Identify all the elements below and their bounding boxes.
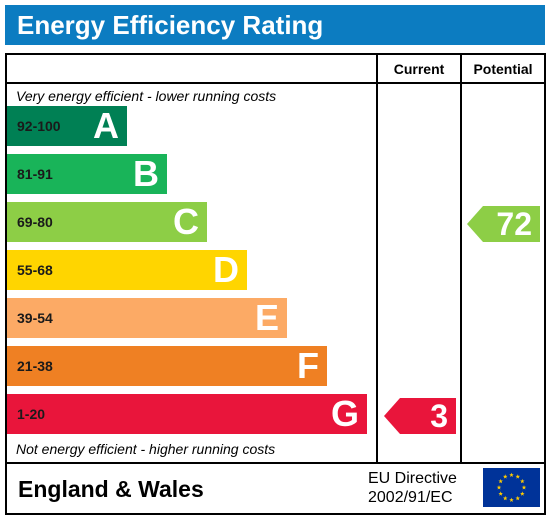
band-range-label: 21-38 <box>17 358 53 374</box>
note-not-efficient: Not energy efficient - higher running co… <box>16 441 276 457</box>
band-range-label: 81-91 <box>17 166 53 182</box>
eu-star-icon <box>498 478 503 484</box>
eu-star-icon <box>498 491 503 496</box>
header-bar: Energy Efficiency Rating <box>5 5 545 45</box>
note-very-efficient: Very energy efficient - lower running co… <box>16 88 277 104</box>
rating-band-b: 81-91 B <box>7 154 167 194</box>
band-letter-label: D <box>213 249 239 290</box>
current-rating-indicator-shape <box>384 398 456 434</box>
band-range-label: 69-80 <box>17 214 53 230</box>
eu-star-icon <box>520 478 525 484</box>
current-rating-indicator: 3 <box>384 398 456 434</box>
column-header-potential: Potential <box>473 61 533 77</box>
column-header-current: Current <box>393 61 445 77</box>
potential-rating-indicator-value: 72 <box>496 206 532 242</box>
eu-star-icon <box>509 472 514 477</box>
rating-band-e: 39-54 E <box>7 298 287 338</box>
rating-band-a: 92-100 A <box>7 106 127 146</box>
eu-star-icon <box>520 491 525 496</box>
potential-rating-indicator: 72 <box>467 206 540 242</box>
eu-star-icon <box>496 485 502 490</box>
band-letter-label: E <box>254 297 279 338</box>
eu-star-icon <box>515 495 521 501</box>
eu-star-icon <box>509 497 514 502</box>
eu-star-icon <box>502 474 508 479</box>
footer-directive-line1: EU Directive <box>368 470 457 487</box>
potential-rating-indicator-shape <box>467 206 540 242</box>
eu-star-icon <box>515 474 521 479</box>
footer-directive-line2: 2002/91/EC <box>368 489 453 506</box>
band-range-label: 55-68 <box>17 262 53 278</box>
rating-band-f: 21-38 F <box>7 346 327 386</box>
rating-band-c: 69-80 C <box>7 202 207 242</box>
divider-potential-left <box>460 53 462 463</box>
eu-star-icon <box>502 495 508 501</box>
current-rating-indicator-arrow <box>384 398 456 434</box>
band-letter-label: F <box>297 345 319 386</box>
band-letter-label: B <box>133 153 159 194</box>
header-row-divider <box>5 82 544 84</box>
band-range-label: 1-20 <box>17 406 46 422</box>
band-range-label: 92-100 <box>17 118 61 134</box>
rating-band-g: 1-20 G <box>7 394 367 434</box>
band-letter-label: G <box>330 393 359 434</box>
footer-region-label: England & Wales <box>18 476 204 502</box>
band-letter-label: C <box>173 201 199 242</box>
footer-divider <box>5 462 544 464</box>
potential-rating-indicator-arrow <box>467 206 540 242</box>
eu-flag-icon <box>483 468 540 507</box>
rating-table-frame <box>5 53 546 515</box>
current-rating-indicator-value: 3 <box>430 398 448 434</box>
band-range-label: 39-54 <box>17 310 53 326</box>
band-letter-label: A <box>93 105 119 146</box>
rating-band-d: 55-68 D <box>7 250 247 290</box>
eu-star-icon <box>521 485 527 490</box>
divider-current-left <box>376 53 378 463</box>
chart-title: Energy Efficiency Rating <box>17 10 324 40</box>
